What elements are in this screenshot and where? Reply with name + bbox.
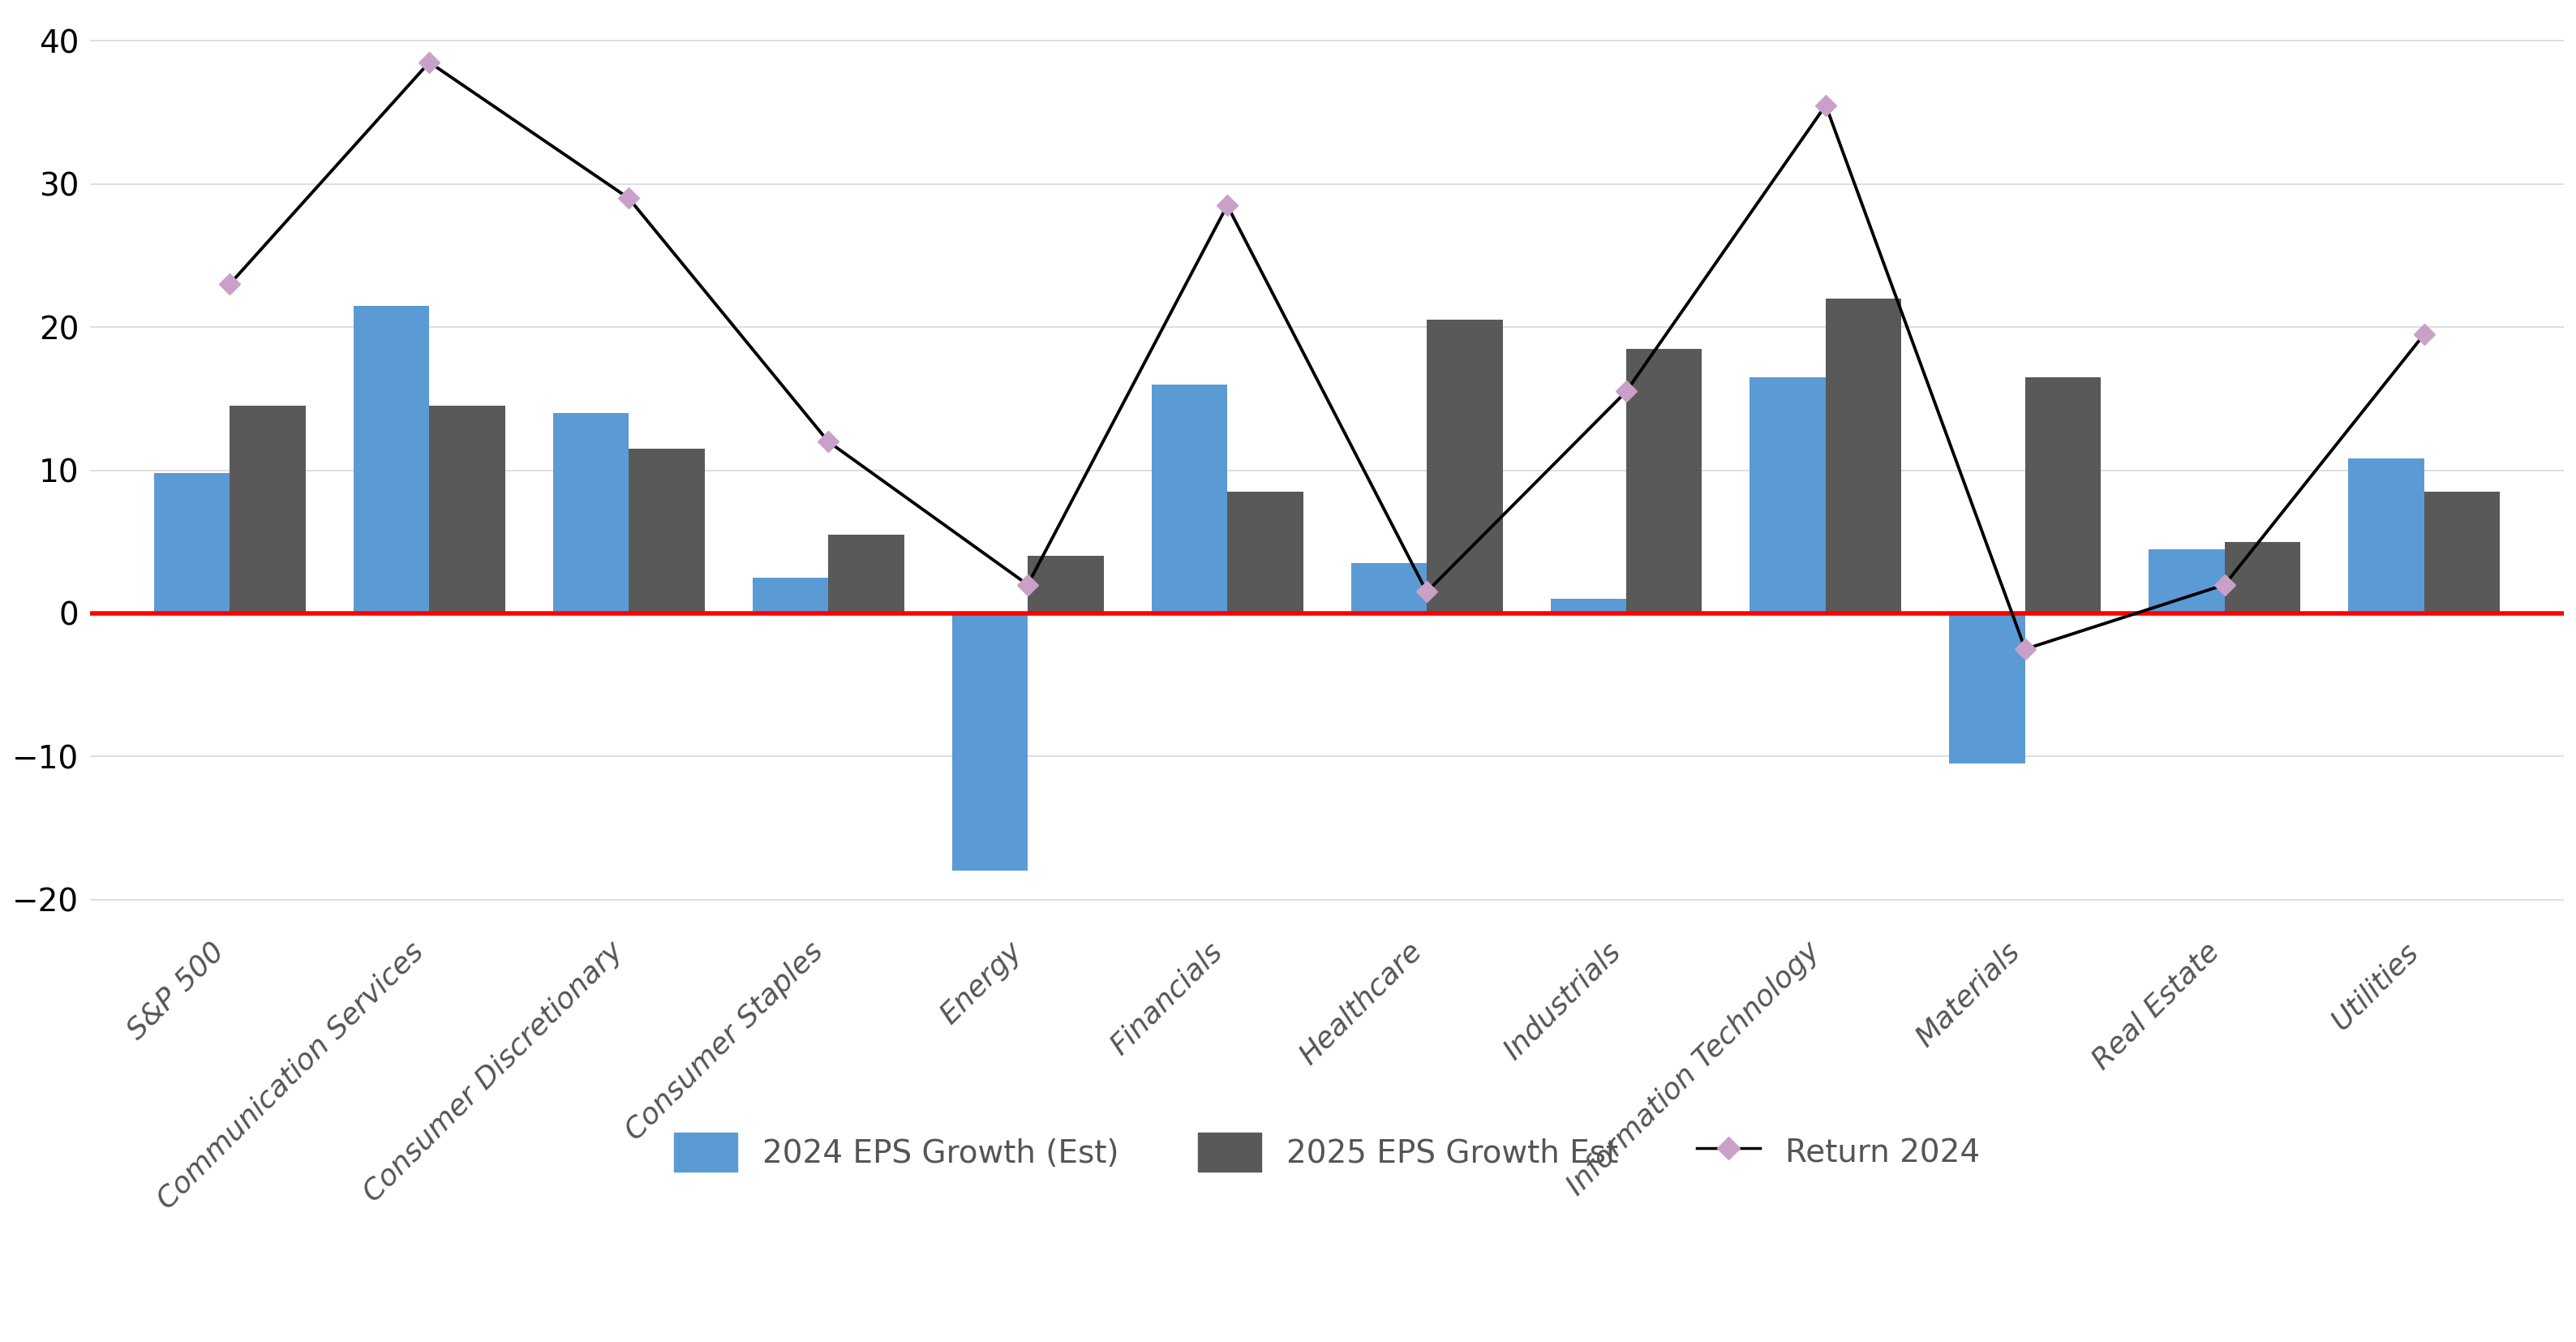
Bar: [1625, 349, 1703, 613]
Bar: [1950, 613, 2025, 764]
Bar: [2424, 491, 2499, 613]
Bar: [155, 474, 229, 613]
Bar: [2349, 459, 2424, 613]
Bar: [829, 534, 904, 613]
Bar: [2025, 377, 2102, 613]
Bar: [1427, 319, 1502, 613]
Bar: [353, 306, 430, 613]
Bar: [2226, 542, 2300, 613]
Bar: [2148, 549, 2226, 613]
Bar: [1151, 384, 1226, 613]
Bar: [1350, 564, 1427, 613]
Bar: [229, 405, 307, 613]
Bar: [1226, 491, 1303, 613]
Bar: [554, 413, 629, 613]
Bar: [1826, 298, 1901, 613]
Legend: 2024 EPS Growth (Est), 2025 EPS Growth Est, Return 2024: 2024 EPS Growth (Est), 2025 EPS Growth E…: [659, 1118, 1996, 1188]
Bar: [1551, 599, 1625, 613]
Bar: [953, 613, 1028, 871]
Bar: [1028, 556, 1103, 613]
Bar: [629, 448, 706, 613]
Bar: [752, 577, 829, 613]
Bar: [430, 405, 505, 613]
Bar: [1749, 377, 1826, 613]
